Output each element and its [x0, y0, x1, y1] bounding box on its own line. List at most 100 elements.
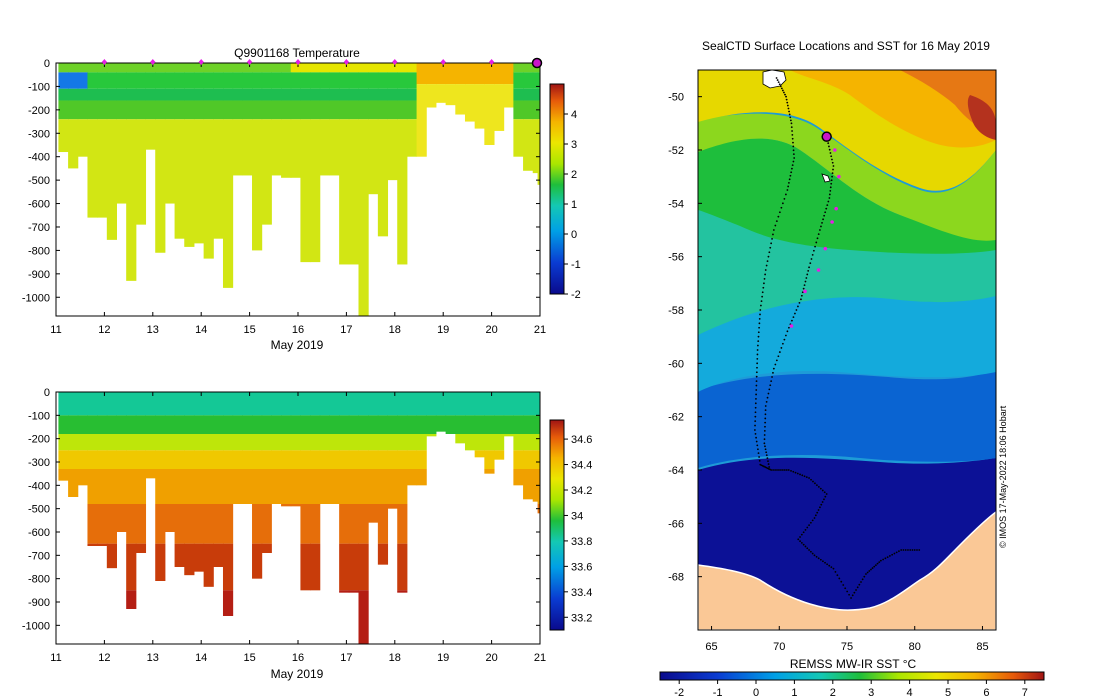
section-cell [484, 469, 495, 474]
section-cell [232, 100, 243, 120]
track-point [800, 298, 802, 301]
section-cell [174, 450, 185, 469]
section-cell [348, 434, 359, 451]
sst-field [698, 70, 996, 630]
track-point [822, 560, 824, 563]
track-point [787, 469, 790, 471]
section-cell [397, 590, 408, 593]
section-cell [213, 469, 224, 504]
track-point [777, 215, 780, 218]
track-point [797, 538, 800, 541]
y-tick-label: -300 [28, 457, 50, 469]
section-cell [135, 543, 147, 553]
section-cell [155, 469, 166, 504]
track-point [873, 565, 876, 568]
section-cell [97, 504, 108, 544]
section-cell [358, 392, 369, 416]
section-cell [252, 100, 263, 120]
section-cell [290, 434, 301, 451]
section-cell [68, 119, 79, 169]
section-cell [464, 84, 476, 122]
salinity-x-ticks: 11 12 13 14 15 16 17 18 19 20 21 [50, 392, 546, 664]
section-cell [213, 415, 224, 434]
section-cell [184, 450, 195, 469]
section-cell [397, 72, 408, 89]
x-tick-label: 20 [485, 652, 497, 664]
track-point [783, 338, 786, 341]
track-point [758, 456, 761, 458]
section-cell [513, 392, 524, 416]
section-cell [242, 434, 253, 451]
track-point [757, 452, 760, 455]
section-cell [290, 100, 301, 120]
section-cell [126, 543, 137, 591]
section-cell [155, 543, 166, 581]
track-point [815, 555, 818, 558]
section-cell [339, 469, 350, 504]
section-cell [97, 72, 108, 89]
temperature-colorbar-ticks: -2 -1 0 1 2 3 4 [564, 109, 581, 301]
section-cell [377, 63, 389, 73]
map-lon-ticks: 65 70 75 80 85 [705, 626, 989, 653]
section-cell [97, 450, 108, 469]
section-cell [339, 450, 350, 469]
section-cell [184, 100, 195, 120]
section-cell [358, 72, 369, 89]
section-cell [377, 119, 389, 237]
section-cell [455, 415, 466, 434]
current-profile-marker [531, 57, 543, 69]
track-point [815, 484, 818, 487]
section-cell [523, 450, 534, 469]
map-colorbar-tick-label: 0 [753, 687, 759, 699]
track-point [756, 362, 759, 365]
section-cell [145, 72, 156, 89]
y-tick-label: -400 [28, 480, 50, 492]
section-cell [213, 504, 224, 544]
recent-position [823, 246, 828, 251]
section-cell [319, 88, 330, 101]
track-point [814, 482, 816, 485]
section-cell [232, 450, 243, 469]
section-cell [368, 63, 379, 73]
y-tick-label: -300 [28, 128, 50, 140]
section-cell [193, 469, 205, 504]
section-cell [271, 119, 282, 176]
section-cell [387, 72, 398, 89]
lat-tick-label: -66 [668, 518, 684, 530]
section-cell [252, 88, 263, 101]
section-cell [145, 434, 156, 451]
section-cell [97, 100, 108, 120]
track-point [772, 367, 775, 370]
track-point [766, 260, 769, 263]
section-cell [329, 119, 340, 176]
track-point [784, 334, 787, 337]
section-cell [58, 72, 69, 89]
temperature-colorbar [549, 83, 565, 295]
map-colorbar-tick-label: 7 [1022, 687, 1028, 699]
track-point [801, 291, 804, 294]
track-point [791, 130, 793, 132]
track-point [829, 189, 832, 192]
track-point [756, 444, 759, 447]
track-point [804, 545, 807, 548]
map-lat-ticks: -50 -52 -54 -56 -58 -60 -62 -64 -66 -68 [668, 92, 702, 584]
section-cell [126, 415, 137, 434]
track-point [781, 202, 784, 205]
track-point [755, 375, 758, 378]
colorbar-tick-label: 33.4 [571, 587, 592, 599]
section-cell [135, 119, 147, 225]
track-point [791, 167, 793, 170]
track-point [868, 570, 871, 572]
section-cell [126, 63, 137, 73]
y-tick-label: -200 [28, 105, 50, 117]
section-cell [87, 392, 98, 416]
track-point [863, 575, 866, 578]
section-cell [213, 88, 224, 101]
track-point [805, 277, 808, 279]
map-colorbar-tick-label: 5 [945, 687, 951, 699]
track-point [795, 309, 798, 311]
track-point [913, 549, 916, 551]
track-point [829, 186, 832, 189]
track-point [824, 495, 827, 498]
section-cell [377, 469, 389, 504]
